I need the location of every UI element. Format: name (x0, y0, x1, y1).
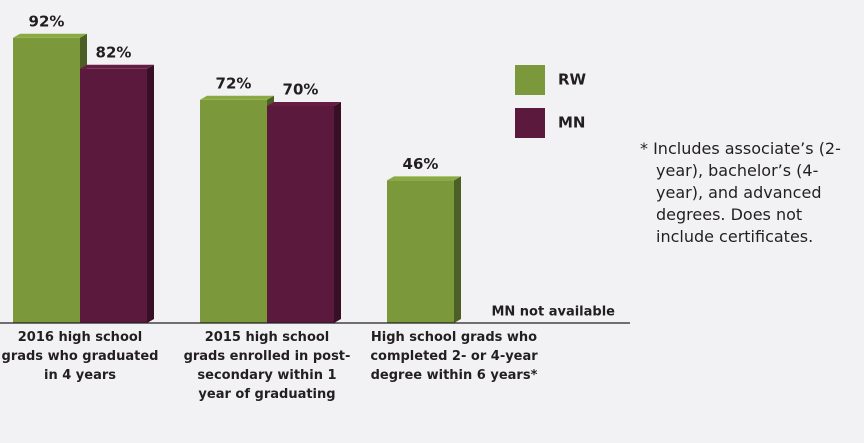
legend-label: MN (558, 114, 585, 132)
value-label: 70% (283, 81, 319, 99)
bar-side (334, 102, 341, 323)
bar-side (454, 176, 461, 323)
bar-top (13, 33, 87, 38)
value-label: 92% (29, 12, 65, 30)
legend-label: RW (558, 71, 587, 89)
bar (267, 106, 334, 323)
value-label: 82% (96, 43, 132, 61)
bar-top (200, 95, 274, 100)
legend-swatch (515, 65, 545, 95)
x-tick-label: High school grads who completed 2- or 4-… (370, 330, 538, 383)
bar-top (267, 102, 341, 106)
bar (387, 180, 454, 323)
footnote: * Includes associate’s (2-year), bachelo… (640, 139, 841, 246)
legend-swatch (515, 108, 545, 138)
value-label: 72% (216, 74, 252, 92)
bar-top (80, 64, 154, 69)
bar (200, 99, 267, 323)
annotation: MN not available (491, 305, 615, 320)
bar (13, 37, 80, 324)
x-tick-label: 2016 high school grads who graduated in … (1, 330, 159, 383)
value-label: 46% (403, 155, 439, 173)
bar (80, 68, 147, 323)
bar-top (387, 176, 461, 181)
x-tick-label: 2015 high school grads enrolled in post-… (183, 330, 351, 402)
bar-side (147, 64, 154, 324)
